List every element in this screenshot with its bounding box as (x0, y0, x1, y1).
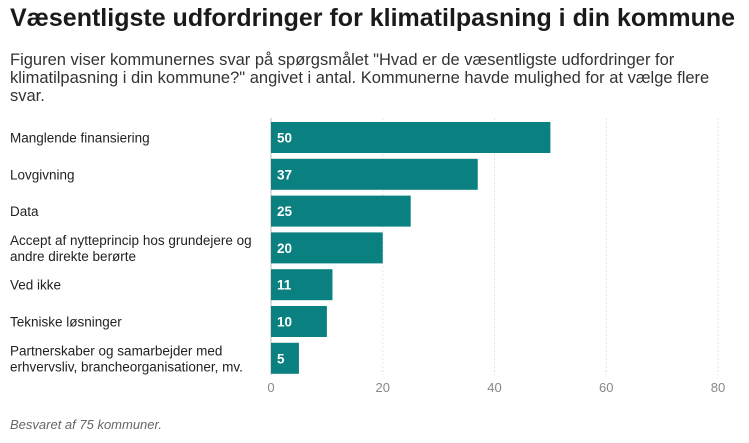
x-tick-label: 80 (711, 380, 725, 395)
bar (271, 342, 299, 374)
category-label: Tekniske løsninger (10, 315, 122, 330)
category-label: Partnerskaber og samarbejder med (10, 343, 222, 358)
bar-value-label: 25 (277, 204, 293, 219)
x-tick-label: 20 (376, 380, 390, 395)
chart-footnote: Besvaret af 75 kommuner. (10, 417, 162, 432)
bar (271, 195, 411, 227)
bar (271, 306, 327, 337)
bar-value-label: 10 (277, 315, 292, 330)
x-tick-label: 0 (267, 380, 274, 395)
category-label: Accept af nytteprincip hos grundejere og (10, 233, 252, 248)
bar-value-label: 5 (277, 351, 285, 366)
x-tick-label: 40 (487, 380, 501, 395)
x-tick-label: 60 (599, 380, 613, 395)
category-label: andre direkte berørte (10, 249, 136, 264)
bar (271, 269, 333, 301)
category-labels: Manglende finansiering Lovgivning Data Acce… (10, 131, 252, 375)
category-label: Ved ikke (10, 278, 61, 293)
x-axis-ticks: 0 20 40 60 80 (267, 380, 725, 395)
category-label: Data (10, 204, 39, 219)
bar (271, 232, 383, 264)
bar (271, 158, 478, 190)
category-label: erhvervsliv, brancheorganisationer, mv. (10, 359, 243, 374)
category-label: Manglende finansiering (10, 131, 150, 146)
bar-value-label: 50 (277, 131, 292, 146)
chart-subtitle: Figuren viser kommunernes svar på spørgs… (10, 51, 710, 105)
bar (271, 122, 551, 153)
bar-value-label: 37 (277, 167, 292, 182)
bar-value-label: 11 (277, 278, 292, 293)
category-label: Lovgivning (10, 167, 75, 182)
chart-title: Væsentligste udfordringer for klimatilpa… (10, 4, 736, 32)
bars: 50 37 25 20 11 10 5 (271, 122, 551, 374)
bar-value-label: 20 (277, 241, 292, 256)
